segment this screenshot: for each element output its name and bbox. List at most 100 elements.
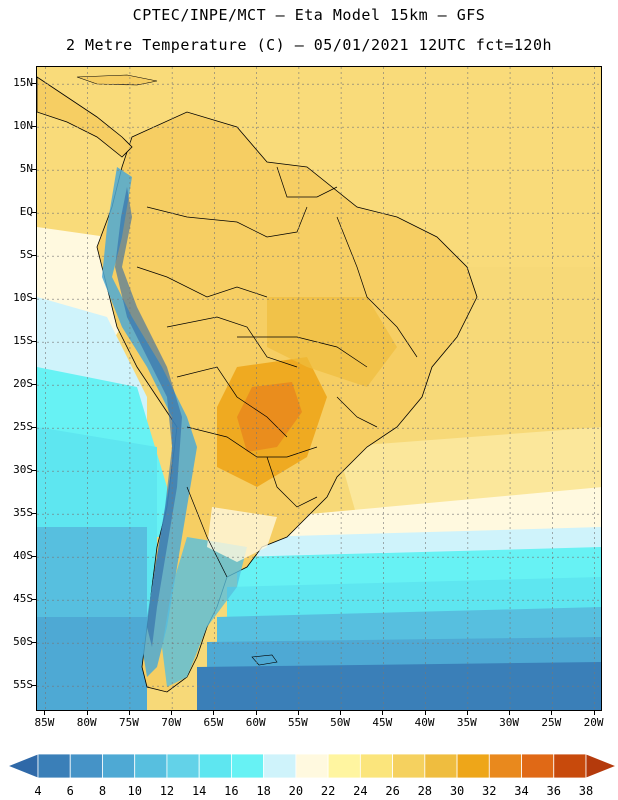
lon-tick xyxy=(593,711,595,715)
patagonia-mild xyxy=(207,507,277,562)
lat-label: 55S xyxy=(13,678,33,692)
colorbar-label: 20 xyxy=(288,784,304,798)
colorbar-low-arrow xyxy=(6,753,39,779)
lon-tick xyxy=(466,711,468,715)
lon-label: 25W xyxy=(541,716,562,729)
colorbar-high-arrow xyxy=(585,753,618,779)
lat-label: 30S xyxy=(13,463,33,477)
colorbar-swatch xyxy=(198,753,232,779)
colorbar-swatch xyxy=(424,753,458,779)
lon-tick xyxy=(340,711,342,715)
lon-tick xyxy=(128,711,130,715)
andes-snow-strip xyxy=(115,187,182,647)
lat-tick xyxy=(32,470,36,472)
colorbar-swatch xyxy=(263,753,297,779)
lat-label: 45S xyxy=(13,592,33,606)
lat-label: 5S xyxy=(19,248,33,262)
lon-label: 20W xyxy=(583,716,604,729)
colorbar-swatch xyxy=(37,753,71,779)
colorbar-label: 14 xyxy=(191,784,207,798)
lon-label: 85W xyxy=(34,716,55,729)
colorbar-swatch xyxy=(327,753,361,779)
lon-tick xyxy=(86,711,88,715)
lon-tick xyxy=(297,711,299,715)
lon-tick xyxy=(44,711,46,715)
lat-label: 20S xyxy=(13,377,33,391)
colorbar-swatch xyxy=(231,753,265,779)
andes-cold-strip xyxy=(102,167,197,677)
lat-label: 10S xyxy=(13,291,33,305)
hot-zone-core xyxy=(237,382,302,452)
caribbean-island-cuba xyxy=(76,74,158,86)
lat-tick xyxy=(32,384,36,386)
temperature-map[interactable] xyxy=(36,66,602,711)
lon-label: 35W xyxy=(456,716,477,729)
lon-tick xyxy=(424,711,426,715)
lat-tick xyxy=(32,298,36,300)
lat-tick xyxy=(32,126,36,128)
colorbar-label: 24 xyxy=(353,784,368,798)
colorbar-swatch xyxy=(456,753,490,779)
lon-tick xyxy=(382,711,384,715)
lat-label: 50S xyxy=(13,635,33,649)
lat-label: 5N xyxy=(19,162,33,176)
colorbar-swatch xyxy=(553,753,587,779)
lat-tick xyxy=(32,255,36,257)
colorbar-swatch xyxy=(392,753,426,779)
lat-tick xyxy=(32,212,36,214)
colorbar-label: 28 xyxy=(417,784,433,798)
colorbar-swatch xyxy=(295,753,329,779)
colorbar-swatch xyxy=(359,753,393,779)
lat-label: 40S xyxy=(13,549,33,563)
lat-tick xyxy=(32,169,36,171)
lon-label: 70W xyxy=(161,716,182,729)
lat-tick xyxy=(32,513,36,515)
colorbar-label: 34 xyxy=(514,784,529,798)
lat-tick xyxy=(32,83,36,85)
colorbar-label: 30 xyxy=(449,784,465,798)
lon-tick xyxy=(255,711,257,715)
lon-tick xyxy=(213,711,215,715)
colorbar-label: 36 xyxy=(546,784,561,798)
colorbar-label: 26 xyxy=(385,784,400,798)
lon-label: 75W xyxy=(118,716,139,729)
title-line-1: CPTEC/INPE/MCT – Eta Model 15km – GFS xyxy=(132,6,486,24)
colorbar-label: 38 xyxy=(578,784,594,798)
colorbar-label: 8 xyxy=(98,784,107,798)
lon-label: 30W xyxy=(499,716,519,729)
lon-tick xyxy=(509,711,511,715)
colorbar-swatch xyxy=(166,753,200,779)
lat-tick xyxy=(32,685,36,687)
colorbar-label: 12 xyxy=(159,784,175,798)
lon-label: 45W xyxy=(372,716,393,729)
colorbar-label: 22 xyxy=(320,784,336,798)
lat-label: 15S xyxy=(13,334,33,348)
lon-label: 40W xyxy=(414,716,435,729)
lat-label: 15N xyxy=(13,76,33,90)
colorbar-label: 16 xyxy=(224,784,239,798)
colorbar-label: 6 xyxy=(66,784,74,798)
map-canvas xyxy=(37,67,601,710)
lat-label: 25S xyxy=(13,420,33,434)
lon-label: 55W xyxy=(287,716,308,729)
colorbar-label: 18 xyxy=(256,784,271,798)
lon-label: 50W xyxy=(330,716,351,729)
colorbar xyxy=(6,753,618,779)
colorbar-label: 10 xyxy=(127,784,142,798)
lon-tick xyxy=(551,711,553,715)
pacific-band-10 xyxy=(37,617,147,710)
lat-tick xyxy=(32,341,36,343)
central-america xyxy=(37,76,133,158)
colorbar-label: 4 xyxy=(34,784,42,798)
lat-tick xyxy=(32,642,36,644)
lon-label: 60W xyxy=(245,716,266,729)
lon-label: 65W xyxy=(203,716,224,729)
colorbar-label: 32 xyxy=(482,784,497,798)
title-line-2: 2 Metre Temperature (C) – 05/01/2021 12U… xyxy=(65,36,553,54)
lat-label: 10N xyxy=(13,119,33,133)
colorbar-swatch xyxy=(134,753,168,779)
lat-tick xyxy=(32,427,36,429)
country-borders xyxy=(136,166,418,578)
lat-label: EQ xyxy=(19,205,33,219)
colorbar-swatch xyxy=(488,753,522,779)
